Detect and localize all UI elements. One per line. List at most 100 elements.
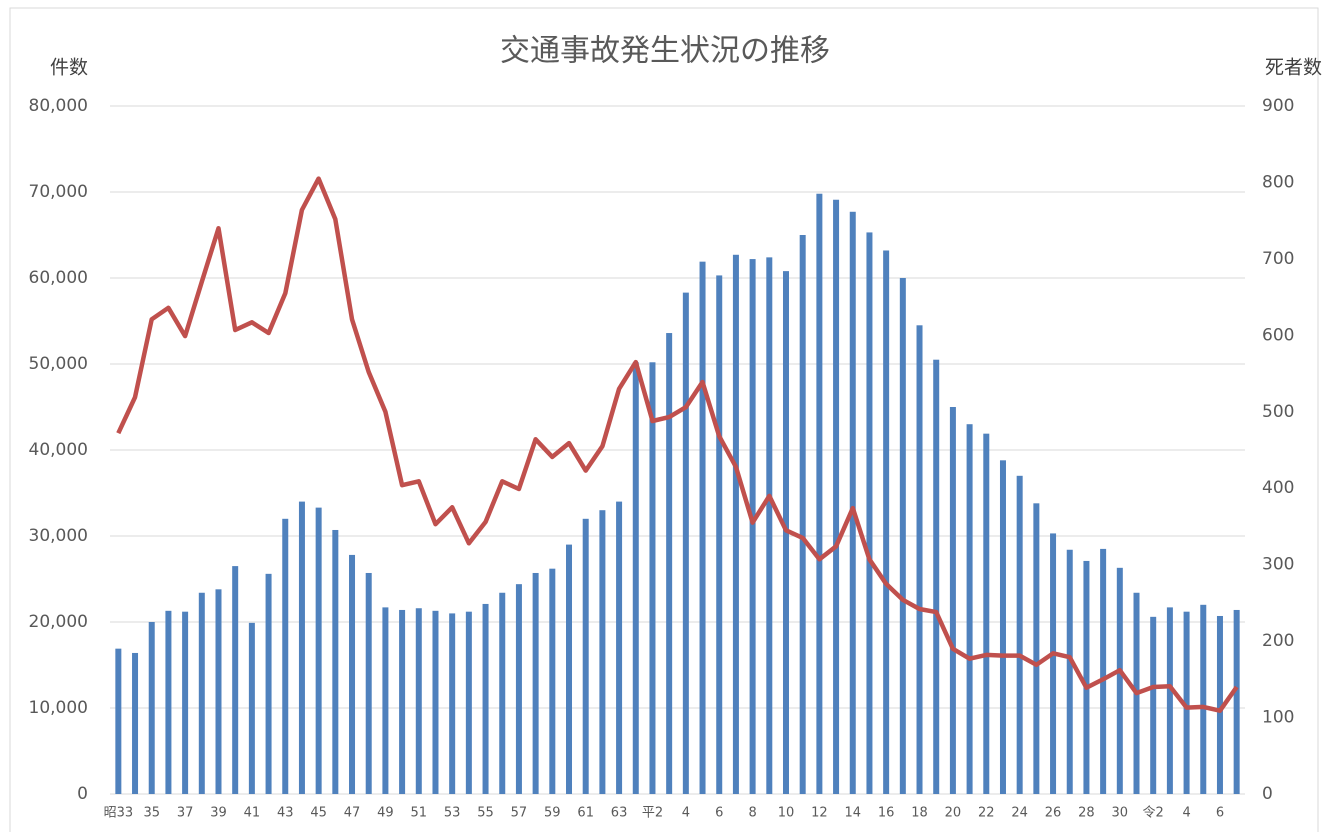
bar <box>1016 475 1023 794</box>
x-tick-label: 20 <box>945 806 962 821</box>
bar <box>182 611 189 794</box>
x-tick-label: 61 <box>577 806 594 821</box>
bar <box>115 648 122 794</box>
bar <box>916 325 923 794</box>
x-tick-label: 39 <box>210 806 227 821</box>
bar <box>749 259 756 795</box>
chart-title: 交通事故発生状況の推移 <box>500 34 830 69</box>
bar <box>432 610 439 794</box>
bar <box>399 609 406 794</box>
bar <box>966 424 973 794</box>
bar <box>1166 607 1173 794</box>
x-tick-label: 16 <box>878 806 895 821</box>
bar <box>866 232 873 795</box>
bar <box>148 622 155 794</box>
x-tick-label: 昭33 <box>104 806 134 821</box>
bar <box>1083 560 1090 794</box>
bar <box>799 235 806 794</box>
line <box>116 176 1239 713</box>
bar <box>566 544 573 794</box>
x-tick-label: 令2 <box>1143 806 1164 821</box>
bar <box>215 589 222 794</box>
y-tick-label: 30,000 <box>29 526 88 546</box>
bar <box>499 592 506 794</box>
bar <box>949 407 956 794</box>
x-tick-label: 41 <box>244 806 261 821</box>
bar <box>1033 503 1040 794</box>
bar <box>1150 616 1157 794</box>
x-tick-label: 24 <box>1011 806 1028 821</box>
y-tick-label: 70,000 <box>29 182 88 202</box>
bar <box>248 622 255 794</box>
x-tick-label: 43 <box>277 806 294 821</box>
bar <box>482 603 489 794</box>
y2-tick-label: 300 <box>1262 555 1294 575</box>
y2-tick-label: 600 <box>1262 325 1294 345</box>
bar <box>883 250 890 795</box>
x-tick-label: 49 <box>377 806 394 821</box>
y-tick-label: 20,000 <box>29 612 88 632</box>
bar <box>582 518 589 794</box>
x-tick-label: 4 <box>682 806 690 821</box>
x-tick-label: 59 <box>544 806 561 821</box>
x-tick-label: 45 <box>310 806 327 821</box>
bar <box>332 529 339 794</box>
x-tick-label: 4 <box>1182 806 1190 821</box>
y2-tick-label: 700 <box>1262 249 1294 269</box>
bar <box>716 275 723 794</box>
y2-tick-label: 900 <box>1262 96 1294 116</box>
bar <box>265 573 272 794</box>
y2-tick-label: 0 <box>1262 784 1273 804</box>
y2-tick-label: 100 <box>1262 708 1294 728</box>
bar <box>1116 567 1123 794</box>
y-tick-label: 0 <box>77 784 88 804</box>
bar <box>165 610 172 794</box>
x-tick-label: 6 <box>1216 806 1224 821</box>
x-tick-label: 8 <box>748 806 756 821</box>
x-tick-label: 57 <box>511 806 528 821</box>
bar <box>816 193 823 795</box>
x-tick-label: 14 <box>844 806 861 821</box>
y2-tick-label: 400 <box>1262 478 1294 498</box>
bar <box>732 254 739 794</box>
x-tick-label: 平2 <box>642 806 663 821</box>
bar <box>132 652 139 794</box>
bar <box>649 362 656 794</box>
y-tick-label: 40,000 <box>29 440 88 460</box>
y2-tick-label: 500 <box>1262 402 1294 422</box>
bar <box>599 510 606 794</box>
bar <box>549 568 556 794</box>
x-tick-label: 18 <box>911 806 928 821</box>
bar <box>532 572 539 794</box>
bar <box>232 566 239 794</box>
bar <box>999 460 1006 794</box>
bar <box>465 611 472 794</box>
bar <box>899 278 906 794</box>
x-tick-label: 53 <box>444 806 461 821</box>
x-tick-label: 51 <box>411 806 428 821</box>
x-tick-label: 30 <box>1112 806 1129 821</box>
chart-frame <box>9 7 1319 836</box>
bar <box>833 199 840 795</box>
y-axis-label: 件数 <box>50 57 88 79</box>
bar <box>1183 611 1190 794</box>
x-tick-label: 63 <box>611 806 628 821</box>
bar <box>298 501 305 794</box>
bar <box>1100 548 1107 794</box>
x-tick-label: 10 <box>778 806 795 821</box>
bar <box>632 362 639 794</box>
x-tick-label: 6 <box>715 806 723 821</box>
y-tick-label: 50,000 <box>29 354 88 374</box>
x-tick-label: 22 <box>978 806 995 821</box>
bar <box>766 257 773 794</box>
x-tick-label: 35 <box>143 806 160 821</box>
bar <box>933 359 940 794</box>
y-tick-label: 10,000 <box>29 698 88 718</box>
bar <box>1050 533 1057 794</box>
x-tick-label: 12 <box>811 806 828 821</box>
bar <box>666 333 673 794</box>
bar <box>349 554 356 794</box>
x-tick-label: 28 <box>1078 806 1095 821</box>
